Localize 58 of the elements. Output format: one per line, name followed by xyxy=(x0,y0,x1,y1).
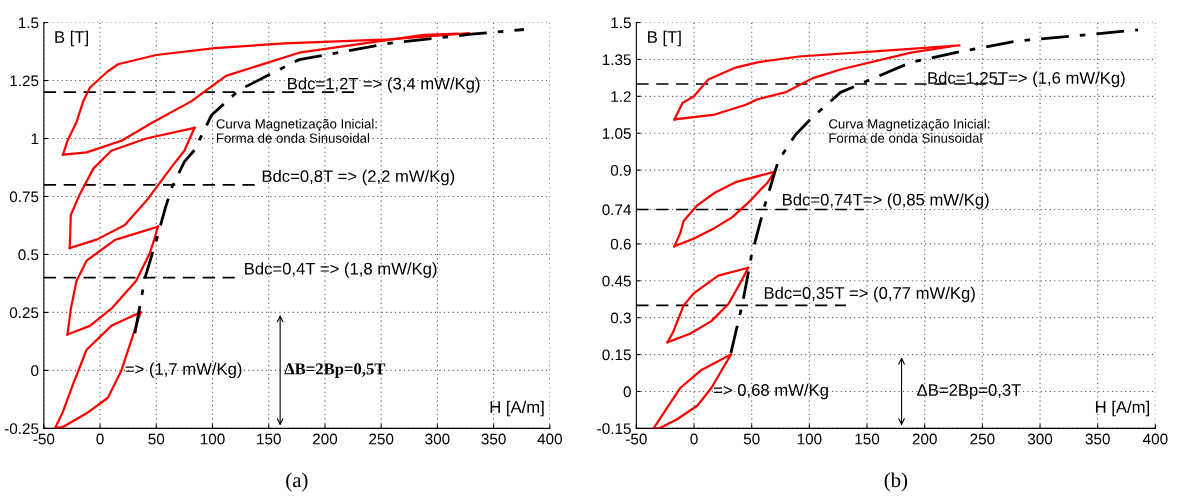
x-tick-label: 350 xyxy=(481,433,506,445)
annotation: Curva Magnetização Inicial: Forma de onda Sinusoidal xyxy=(216,118,377,143)
x-tick-label: 0 xyxy=(96,433,104,445)
text: (a) xyxy=(286,472,308,492)
x-tick-label: 400 xyxy=(1142,433,1168,445)
y-tick-label: 0 xyxy=(31,365,39,377)
x-tick-label: 350 xyxy=(1085,433,1110,445)
x-tick-label: 50 xyxy=(148,433,165,445)
annotation: Bdc=0,4T => (1,8 mW/Kg) xyxy=(245,262,437,278)
x-tick-label: -50 xyxy=(625,433,647,445)
x-tick-label: -50 xyxy=(33,433,55,445)
x-tick-label: 50 xyxy=(743,433,760,445)
x-axis-title: H [A/m] xyxy=(1095,400,1149,417)
y-tick-label: 1.2 xyxy=(611,91,631,102)
x-axis-title: H [A/m] xyxy=(490,400,544,417)
y-tick-label: 0.75 xyxy=(9,191,39,203)
x-tick-label: 250 xyxy=(369,433,394,445)
annotation: ΔB=2Bp=0,5T xyxy=(284,363,386,378)
x-tick-label: 100 xyxy=(200,433,225,445)
annotation: Bdc=0,8T => (2,2 mW/Kg) xyxy=(262,169,455,186)
annotation: ΔB=2Bp=0,3T xyxy=(917,384,1021,400)
annotation: Bdc=0,74T=> (0,85 mW/Kg) xyxy=(783,193,989,209)
annotation: Bdc=1,25T=> (1,6 mW/Kg) xyxy=(928,71,1125,88)
annotation: Curva Magnetização Inicial: Forma de onda Sinusoidal xyxy=(829,118,990,143)
x-tick-label: 150 xyxy=(855,433,880,445)
y-tick-label: -0.15 xyxy=(597,423,631,435)
y-tick-label: 0.5 xyxy=(18,249,39,261)
y-tick-label: 0.74 xyxy=(602,204,632,216)
x-tick-label: 300 xyxy=(1027,433,1053,445)
y-tick-label: 1.5 xyxy=(611,17,631,29)
annotation: => (1,7 mW/Kg) xyxy=(125,362,242,379)
y-axis-title: B [T] xyxy=(648,30,681,47)
x-tick-label: 0 xyxy=(690,433,698,445)
y-axis-title: B [T] xyxy=(55,30,88,47)
y-tick-label: 0.15 xyxy=(602,349,631,361)
y-tick-label: 0.6 xyxy=(610,238,631,250)
y-tick-label: 0.25 xyxy=(9,307,39,319)
y-tick-label: 1.25 xyxy=(10,75,39,87)
x-tick-label: 200 xyxy=(912,433,937,445)
y-tick-label: 1.05 xyxy=(602,128,631,139)
annotation: => 0,68 mW/Kg xyxy=(713,383,828,400)
x-tick-label: 250 xyxy=(970,433,995,445)
y-tick-label: -0.25 xyxy=(4,423,39,435)
x-tick-label: 200 xyxy=(312,433,338,445)
y-tick-label: 0.45 xyxy=(602,275,631,287)
y-tick-label: 1 xyxy=(31,133,39,145)
y-tick-label: 0 xyxy=(623,386,631,398)
x-tick-label: 300 xyxy=(425,433,450,445)
text: (b) xyxy=(884,472,908,492)
annotation: Bdc=0,35T => (0,77 mW/Kg) xyxy=(764,286,975,303)
x-tick-label: 100 xyxy=(797,433,822,445)
x-tick-label: 150 xyxy=(257,433,281,445)
annotation: Bdc=1,2T => (3,4 mW/Kg) xyxy=(288,77,480,93)
y-tick-label: 0.3 xyxy=(610,312,631,324)
y-tick-label: 1.5 xyxy=(18,17,39,29)
y-tick-label: 0.9 xyxy=(610,164,631,176)
x-tick-label: 400 xyxy=(537,433,562,445)
y-tick-label: 1.35 xyxy=(602,54,631,66)
